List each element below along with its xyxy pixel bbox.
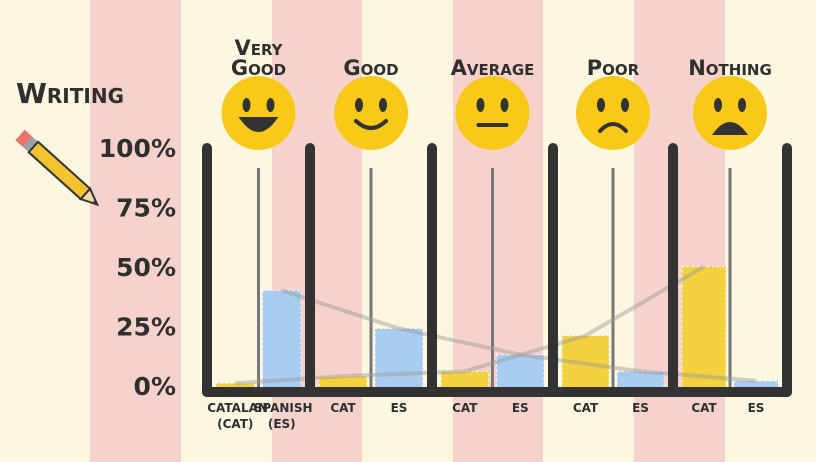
bar-label: ES: [390, 401, 408, 415]
emoji-face: [576, 76, 650, 150]
emoji-icon: [455, 76, 530, 150]
emoji-mouth: [354, 119, 388, 130]
bar-label-box: CAT: [691, 401, 717, 415]
bar-label: ES: [511, 401, 529, 415]
bar: [561, 335, 610, 389]
bar-label-box: ES: [390, 401, 408, 415]
bar-label: CATALAN (CAT): [207, 401, 268, 431]
y-tick-label: 0%: [134, 372, 176, 401]
bar-label: CAT: [572, 401, 599, 415]
y-tick-label: 100%: [99, 134, 176, 163]
emoji-eye: [242, 98, 251, 112]
emoji-mouth: [598, 122, 628, 133]
emoji-eye: [738, 98, 746, 112]
bar-label-box: CATALAN (CAT): [207, 401, 268, 431]
emoji-face: [334, 76, 408, 150]
bar-label: CAT: [691, 401, 717, 415]
y-tick-label: 75%: [116, 194, 176, 223]
emoji-eye: [500, 98, 509, 112]
bar-label: CAT: [452, 401, 478, 415]
emoji-face: [221, 76, 296, 150]
bar-label: SPANISH (ES): [253, 401, 313, 431]
bar-label-box: SPANISH (ES): [253, 401, 313, 431]
emoji-eye: [621, 98, 629, 112]
category-label-box: Poor: [586, 56, 640, 79]
emoji-icon: [576, 76, 650, 150]
emoji-eye: [714, 98, 722, 112]
emoji-eye: [379, 98, 387, 112]
bar-label-box: ES: [747, 401, 765, 415]
emoji-icon: [693, 76, 767, 150]
category-label-box: Average: [450, 56, 535, 79]
category-label-box: Very Good: [230, 36, 287, 79]
emoji-face: [455, 76, 530, 150]
emoji-eye: [266, 98, 275, 112]
bar-label-box: ES: [511, 401, 529, 415]
bar-label: ES: [747, 401, 765, 415]
y-tick-label: 25%: [116, 313, 176, 342]
category-label: Nothing: [688, 56, 772, 79]
bar: [374, 328, 424, 389]
category-label: Good: [343, 56, 399, 79]
bar-label-box: CAT: [452, 401, 478, 415]
emoji-mouth: [711, 122, 749, 135]
pencil-icon: [15, 129, 100, 207]
emoji-eye: [355, 98, 363, 112]
category-label-box: Nothing: [688, 56, 772, 79]
bar: [496, 354, 545, 389]
y-tick-label: 50%: [116, 253, 176, 282]
emoji-icon: [334, 76, 408, 150]
bar-label: CAT: [330, 401, 356, 415]
bar-label: ES: [632, 401, 649, 415]
category-label-box: Good: [343, 56, 399, 79]
bar-label-box: ES: [632, 401, 649, 415]
bar: [616, 370, 665, 389]
emoji-face: [693, 76, 767, 150]
emoji-icon: [221, 76, 296, 150]
bar: [681, 266, 727, 389]
chart-title: Writing: [16, 77, 124, 110]
bar-label-box: CAT: [572, 401, 599, 415]
category-label: Poor: [586, 56, 640, 79]
category-label: Average: [450, 56, 535, 79]
emoji-mouth: [238, 117, 279, 132]
category-label: Very Good: [230, 36, 287, 79]
emoji-eye: [476, 98, 485, 112]
bar: [318, 375, 368, 389]
bar: [440, 370, 489, 389]
trend-line: [281, 288, 757, 383]
bar: [733, 380, 779, 389]
bar: [215, 382, 255, 389]
bar: [262, 289, 302, 389]
emoji-eye: [597, 98, 605, 112]
bar-label-box: CAT: [330, 401, 356, 415]
